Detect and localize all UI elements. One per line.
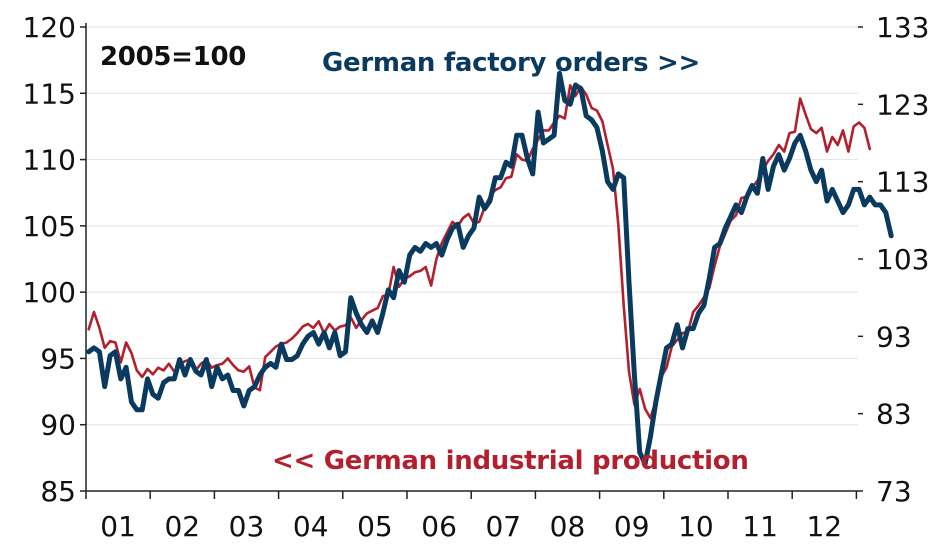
x-tick-label: 09: [614, 510, 650, 543]
right-tick-label: 73: [876, 475, 912, 508]
right-tick-label: 83: [876, 398, 912, 431]
factory-orders-series-label: German factory orders >>: [322, 48, 701, 78]
x-tick-label: 03: [229, 510, 265, 543]
left-tick-label: 105: [23, 210, 76, 243]
industrial-production-line: [87, 84, 872, 420]
x-tick-label: 04: [293, 510, 329, 543]
left-tick-label: 120: [23, 11, 76, 44]
x-tick-label: 01: [100, 510, 136, 543]
left-tick-label: 115: [23, 77, 76, 110]
left-tick-label: 85: [40, 475, 76, 508]
left-tick-label: 100: [23, 276, 76, 309]
x-tick-label: 11: [742, 510, 778, 543]
left-tick-label: 95: [40, 342, 76, 375]
x-tick-label: 07: [485, 510, 521, 543]
x-tick-label: 06: [421, 510, 457, 543]
x-tick-label: 05: [357, 510, 393, 543]
x-tick-label: 02: [164, 510, 200, 543]
x-axis-ticks: 01 02 03 04 05 06 07 08 09 10 11 12: [85, 491, 858, 543]
left-axis-ticks: 85 90 95 100 105 110 115 120: [23, 11, 86, 508]
right-tick-label: 123: [876, 88, 929, 121]
x-tick-label: 10: [678, 510, 714, 543]
gridlines: [86, 26, 858, 426]
x-tick-label: 12: [806, 510, 842, 543]
x-tick-label: 08: [550, 510, 586, 543]
series-lines: [86, 70, 894, 467]
base-year-note: 2005=100: [100, 42, 247, 72]
industrial-production-series-label: << German industrial production: [272, 446, 749, 476]
right-tick-label: 103: [876, 243, 929, 276]
factory-orders-line: [86, 70, 894, 467]
right-axis-ticks: 73 83 93 103 113 123 133: [858, 11, 929, 508]
left-tick-label: 110: [23, 144, 76, 177]
left-tick-label: 90: [40, 409, 76, 442]
right-tick-label: 133: [876, 11, 929, 44]
right-tick-label: 93: [876, 320, 912, 353]
right-tick-label: 113: [876, 166, 929, 199]
